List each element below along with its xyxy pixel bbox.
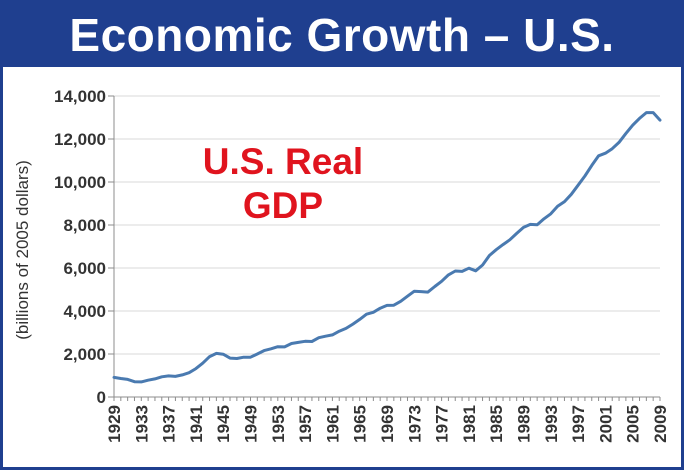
axes: [108, 95, 661, 401]
x-tick-label: 1989: [515, 405, 534, 443]
y-tick-labels: 0 2,000 4,000 6,000 8,000 10,000 12,000 14,000: [54, 87, 106, 407]
x-tick-label: 1941: [187, 405, 206, 443]
y-tick-label: 4,000: [63, 302, 106, 321]
grid-lines: [114, 95, 660, 355]
annotation-line-2: GDP: [243, 185, 323, 226]
y-tick-label: 14,000: [54, 87, 106, 106]
x-tick-label: 1953: [269, 405, 288, 443]
x-tick-label: 1949: [242, 405, 261, 443]
y-tick-label: 6,000: [63, 259, 106, 278]
x-tick-label: 1957: [296, 405, 315, 443]
x-tick-label: 1985: [487, 405, 506, 443]
x-tick-label: 1977: [433, 405, 452, 443]
x-tick-label: 1945: [214, 405, 233, 443]
x-tick-label: 2005: [624, 405, 643, 443]
y-tick-label: 8,000: [63, 216, 106, 235]
x-tick-labels: 1929 1933 1937 1941 1945 1949 1953 1957 1961 1965…: [105, 405, 670, 443]
y-tick-label: 12,000: [54, 130, 106, 149]
x-tick-label: 1981: [460, 405, 479, 443]
x-tick-label: 1937: [160, 405, 179, 443]
x-tick-label: 1961: [323, 405, 342, 443]
x-tick-label: 2001: [596, 405, 615, 443]
x-tick-label: 1933: [132, 405, 151, 443]
x-tick-label: 1965: [351, 405, 370, 443]
x-tick-label: 1997: [569, 405, 588, 443]
annotation-line-1: U.S. Real: [203, 141, 363, 182]
x-tick-label: 1993: [542, 405, 561, 443]
y-axis-title: (billions of 2005 dollars): [13, 160, 32, 340]
y-tick-label: 2,000: [63, 345, 106, 364]
y-tick-label: 0: [97, 388, 106, 407]
page-title: Economic Growth – U.S.: [3, 3, 681, 67]
series-group: [112, 111, 662, 384]
x-tick-label: 2009: [651, 405, 670, 443]
series-line: [112, 111, 662, 384]
x-tick-label: 1969: [378, 405, 397, 443]
x-tick-label: 1973: [405, 405, 424, 443]
y-tick-label: 10,000: [54, 173, 106, 192]
x-tick-label: 1929: [105, 405, 124, 443]
